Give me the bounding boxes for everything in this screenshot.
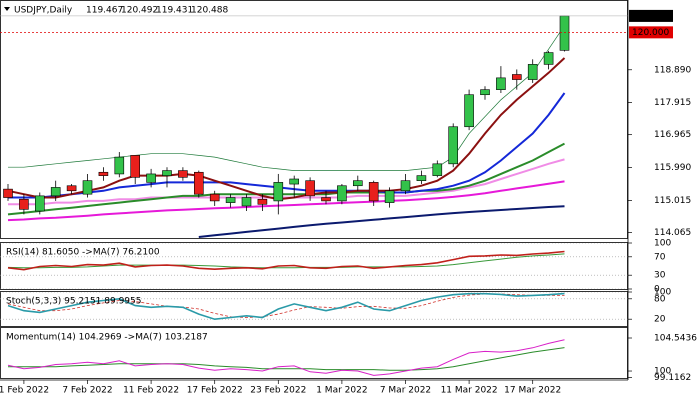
x-tick-label: 11 Mar 2022 <box>441 386 498 396</box>
panel-plot <box>3 15 570 238</box>
candle-body <box>50 187 61 197</box>
indicator-line <box>7 339 565 376</box>
panel-frame <box>0 242 628 290</box>
y-tick-label: 80 <box>654 294 666 304</box>
y-tick-label: 30 <box>654 271 666 281</box>
y-tick-label: 100 <box>654 239 671 249</box>
indicator-line <box>7 293 565 318</box>
candle-body <box>337 185 347 202</box>
y-tick-label: 100 <box>654 367 671 377</box>
candle-body <box>178 170 188 178</box>
y-tick-label: 0 <box>654 285 660 295</box>
level-label-box <box>629 26 673 39</box>
candle-body <box>130 155 140 178</box>
candle-body <box>257 198 268 205</box>
x-tick-label: 1 Feb 2022 <box>0 386 49 396</box>
close-label: 120.488 <box>632 11 669 21</box>
x-tick-label: 11 Feb 2022 <box>123 386 179 396</box>
panel-frame <box>0 291 628 327</box>
candle-body <box>384 190 395 203</box>
candle-body <box>209 193 220 202</box>
y-tick-label: 114.065 <box>654 228 691 238</box>
candle-body <box>225 197 236 203</box>
x-tick-label: 7 Feb 2022 <box>62 386 112 396</box>
candle-body <box>448 126 459 165</box>
indicator-line <box>7 142 565 216</box>
y-tick-label: 118.890 <box>654 65 691 75</box>
indicator-line <box>8 25 565 171</box>
panel-title: RSI(14) 81.6050 ->MA(7) 76.2100 <box>6 248 160 258</box>
indicator-line <box>8 92 566 199</box>
candle-body <box>400 180 411 192</box>
candle-body <box>432 163 443 176</box>
x-tick-label: 7 Mar 2022 <box>380 386 431 396</box>
indicator-line <box>7 57 566 201</box>
candle-body <box>511 74 522 80</box>
panel-plot <box>7 339 565 376</box>
candle-body <box>82 180 93 195</box>
indicator-line <box>198 205 565 238</box>
y-tick-label: 115.015 <box>654 196 691 206</box>
indicator-line <box>8 347 565 371</box>
candle-body <box>416 175 427 181</box>
panel-title: USDJPY,Daily <box>14 6 73 16</box>
candle-body <box>241 197 252 207</box>
candle-body <box>368 182 379 202</box>
panel-title: Momentum(14) 104.2969 ->MA(7) 103.2187 <box>6 333 208 343</box>
panel-title: Stoch(5,3,3) 95.2151 89.9955 <box>6 297 141 307</box>
y-tick-label: 20 <box>654 315 666 325</box>
candle-body <box>146 173 156 183</box>
header-arrow <box>4 7 10 11</box>
close-label-box <box>629 9 673 22</box>
panel-frame <box>0 0 628 239</box>
candle-body <box>496 77 506 90</box>
panel-frame <box>0 327 628 379</box>
y-tick-label: 104.5436 <box>654 334 697 344</box>
candle-body <box>480 89 490 96</box>
candle-body <box>19 198 29 210</box>
candle-body <box>543 52 554 65</box>
x-tick-label: 17 Mar 2022 <box>504 386 561 396</box>
candle-body <box>98 171 109 176</box>
header-low: 119.431 <box>156 6 193 16</box>
candle-body <box>273 182 284 202</box>
x-tick-label: 23 Feb 2022 <box>250 386 306 396</box>
y-tick-label: 70 <box>654 252 666 262</box>
indicator-line <box>7 250 565 271</box>
candle-body <box>114 156 125 175</box>
candle-body <box>194 171 204 195</box>
indicator-line <box>7 292 565 321</box>
header-close: 120.488 <box>191 6 228 16</box>
indicator-line <box>7 253 565 269</box>
header-high: 120.492 <box>121 6 158 16</box>
candle-body <box>305 180 315 197</box>
candle-body <box>289 178 300 185</box>
x-tick-label: 1 Mar 2022 <box>316 386 367 396</box>
candle-body <box>559 15 570 51</box>
candle-body <box>3 188 13 198</box>
y-tick-label: 99.1162 <box>654 373 691 383</box>
y-tick-label: 117.915 <box>654 98 691 108</box>
panel-plot <box>0 243 628 289</box>
candle-body <box>34 195 45 212</box>
y-tick-label: 115.990 <box>654 163 691 173</box>
x-tick-label: 17 Feb 2022 <box>187 386 243 396</box>
y-tick-label: 116.965 <box>654 130 691 140</box>
candle-body <box>464 94 474 128</box>
y-tick-label: 100 <box>654 288 671 298</box>
level-label: 120.000 <box>632 28 669 38</box>
candle-body <box>66 185 77 192</box>
panel-plot <box>0 292 628 321</box>
candle-body <box>162 170 172 176</box>
header-open: 119.467 <box>86 6 123 16</box>
candle-body <box>352 180 363 187</box>
candle-body <box>527 64 538 80</box>
indicator-line <box>7 180 565 222</box>
candle-body <box>321 197 331 202</box>
